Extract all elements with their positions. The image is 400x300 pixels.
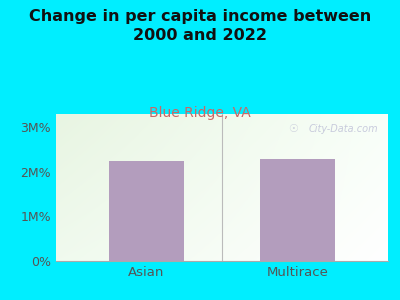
Bar	[260, 159, 335, 261]
Text: Change in per capita income between
2000 and 2022: Change in per capita income between 2000…	[29, 9, 371, 43]
Text: Blue Ridge, VA: Blue Ridge, VA	[149, 106, 251, 121]
Bar	[109, 161, 184, 261]
Text: City-Data.com: City-Data.com	[308, 124, 378, 134]
Text: ☉: ☉	[288, 124, 298, 134]
